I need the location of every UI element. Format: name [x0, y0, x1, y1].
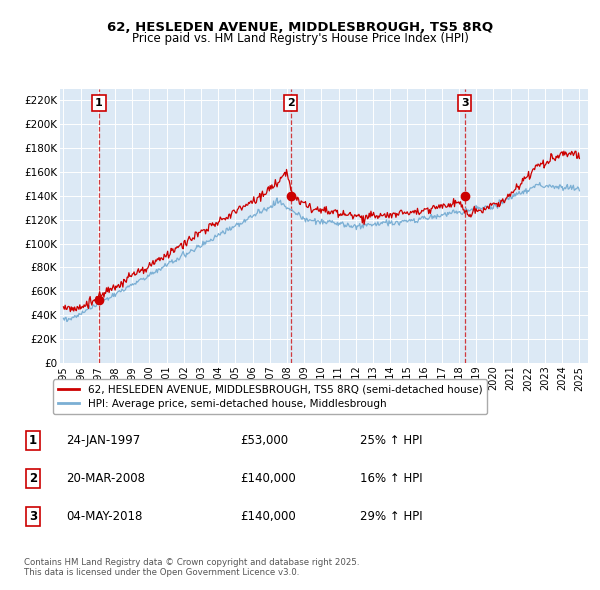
- Text: 04-MAY-2018: 04-MAY-2018: [66, 510, 142, 523]
- Text: 16% ↑ HPI: 16% ↑ HPI: [360, 472, 422, 485]
- Text: 2: 2: [287, 98, 295, 108]
- Text: £140,000: £140,000: [240, 472, 296, 485]
- Text: 62, HESLEDEN AVENUE, MIDDLESBROUGH, TS5 8RQ: 62, HESLEDEN AVENUE, MIDDLESBROUGH, TS5 …: [107, 21, 493, 34]
- Text: 1: 1: [29, 434, 37, 447]
- Text: 25% ↑ HPI: 25% ↑ HPI: [360, 434, 422, 447]
- Text: 24-JAN-1997: 24-JAN-1997: [66, 434, 140, 447]
- Text: £53,000: £53,000: [240, 434, 288, 447]
- Text: 1: 1: [95, 98, 103, 108]
- Text: Contains HM Land Registry data © Crown copyright and database right 2025.
This d: Contains HM Land Registry data © Crown c…: [24, 558, 359, 577]
- Text: 29% ↑ HPI: 29% ↑ HPI: [360, 510, 422, 523]
- Text: 2: 2: [29, 472, 37, 485]
- Text: 3: 3: [29, 510, 37, 523]
- Text: 3: 3: [461, 98, 469, 108]
- Text: Price paid vs. HM Land Registry's House Price Index (HPI): Price paid vs. HM Land Registry's House …: [131, 32, 469, 45]
- Text: £140,000: £140,000: [240, 510, 296, 523]
- Legend: 62, HESLEDEN AVENUE, MIDDLESBROUGH, TS5 8RQ (semi-detached house), HPI: Average : 62, HESLEDEN AVENUE, MIDDLESBROUGH, TS5 …: [53, 379, 487, 414]
- Text: 20-MAR-2008: 20-MAR-2008: [66, 472, 145, 485]
